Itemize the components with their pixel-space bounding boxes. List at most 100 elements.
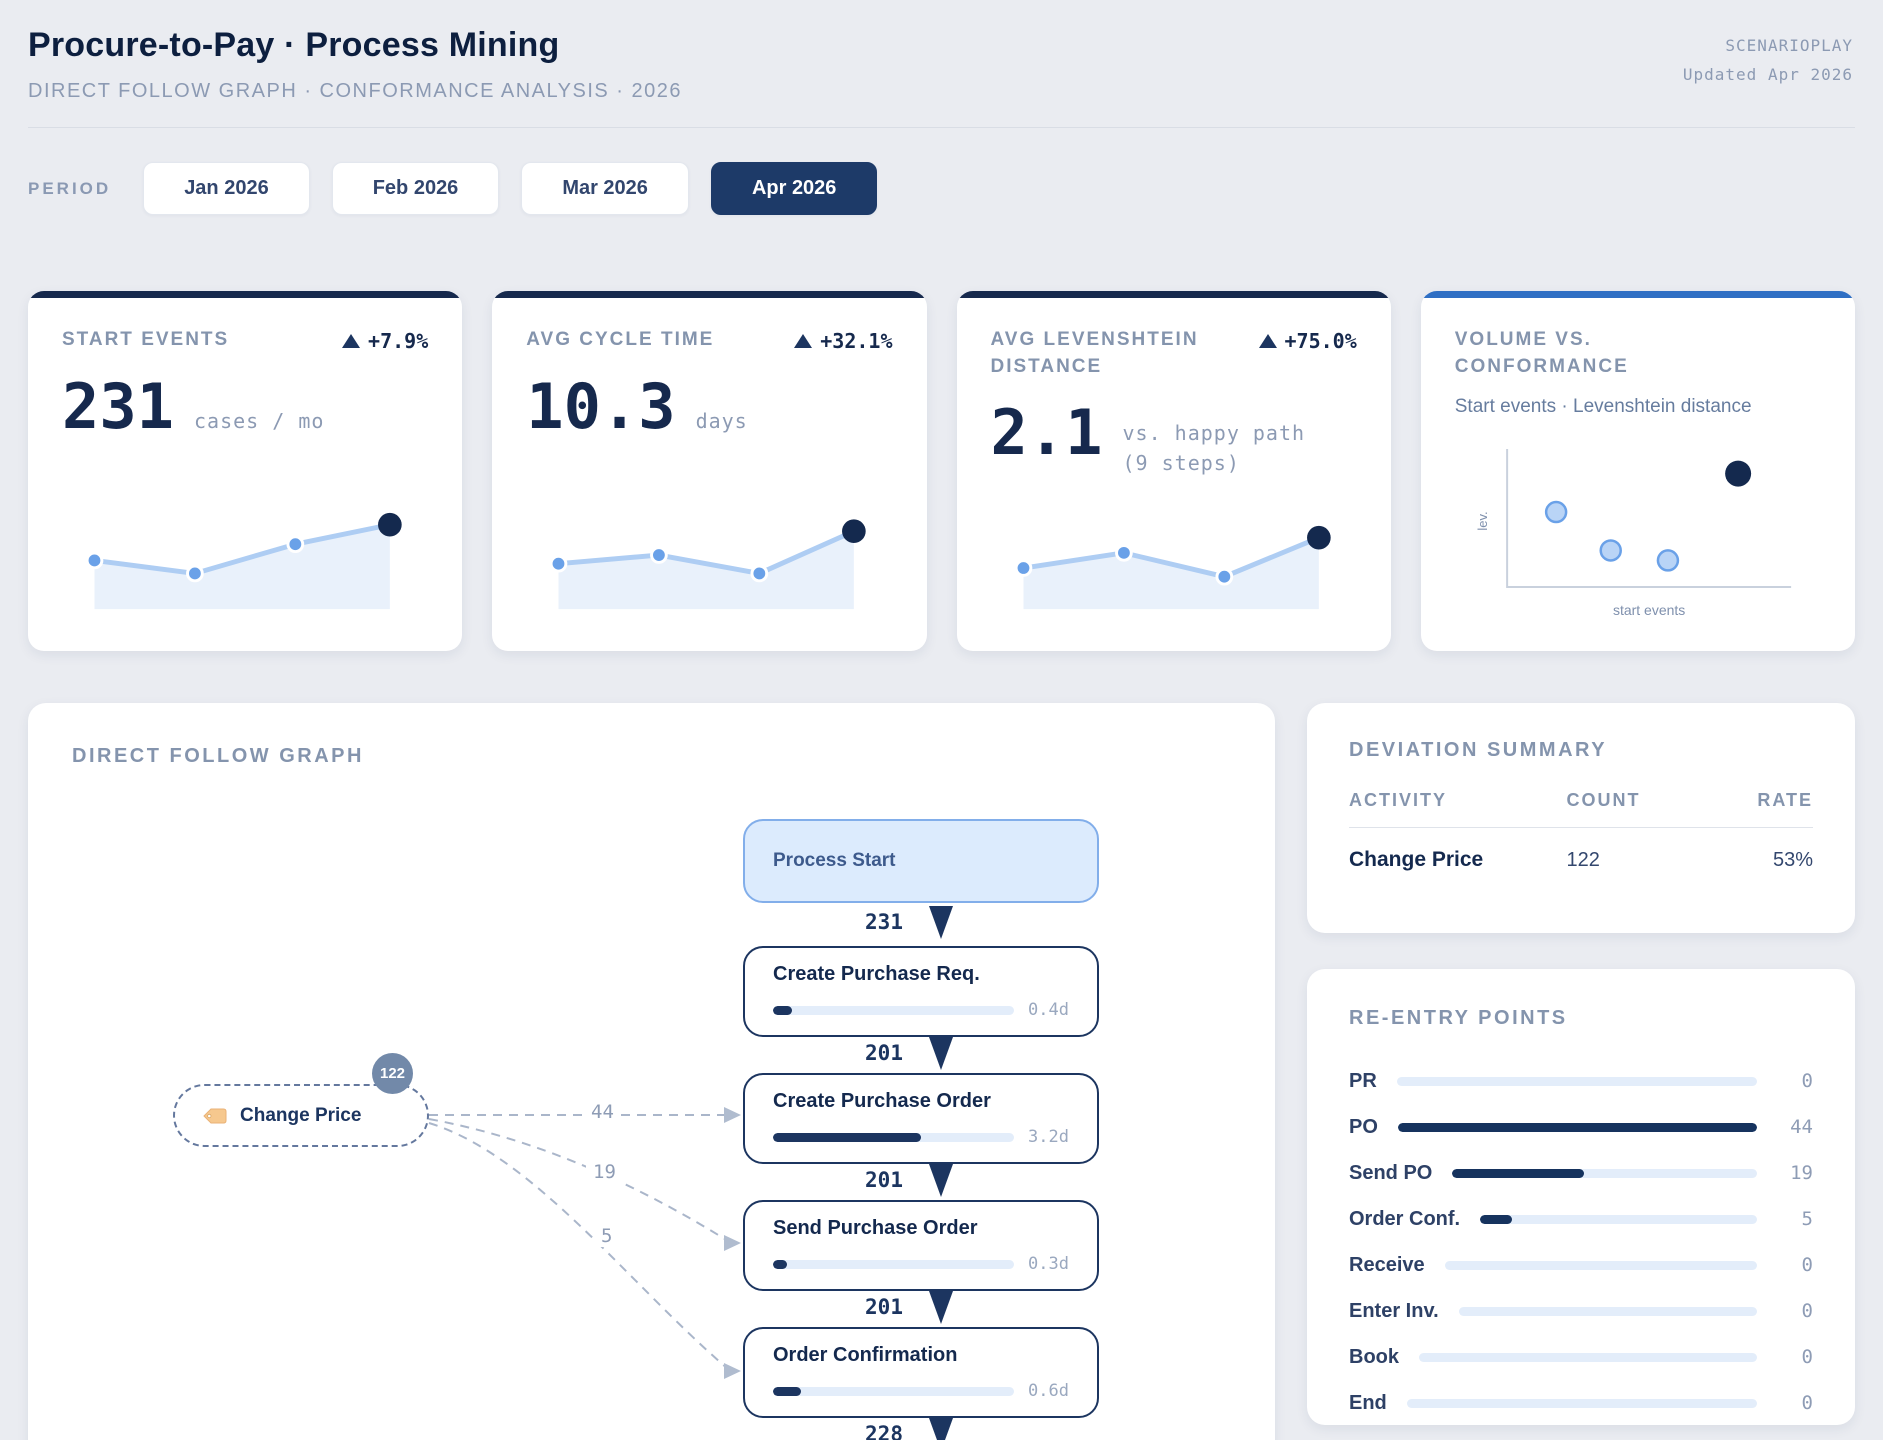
reentry-row: Enter Inv. 0 [1349, 1288, 1813, 1334]
flow-edge: 201 [743, 1033, 1099, 1073]
node-duration: 0.4d [1028, 1000, 1069, 1020]
reentry-value: 0 [1801, 1346, 1813, 1368]
reentry-bar-track [1458, 1306, 1757, 1316]
arrow-down-icon [928, 905, 953, 939]
node-title: Create Purchase Order [773, 1090, 991, 1112]
period-button-apr[interactable]: Apr 2026 [710, 162, 878, 215]
node-title: Send Purchase Order [773, 1217, 978, 1239]
kpi-unit: vs. happy path (9 steps) [1122, 418, 1305, 478]
reentry-label: Enter Inv. [1349, 1299, 1439, 1322]
kpi-title-line1: VOLUME VS. [1454, 329, 1592, 350]
delta-up-icon [794, 334, 813, 348]
edge-count-5: 5 [594, 1225, 620, 1247]
scatter-ylabel: lev. [1475, 511, 1490, 530]
duration-bar-track [773, 1259, 1015, 1269]
reentry-row: Receive 0 [1349, 1242, 1813, 1288]
arrow-down-icon [928, 1036, 953, 1070]
node-title: Order Confirmation [773, 1344, 958, 1366]
edge-count-19: 19 [586, 1161, 623, 1183]
node-change-price[interactable]: Change Price 122 [173, 1053, 429, 1147]
column-activity: ACTIVITY [1349, 790, 1448, 810]
reentry-bar-fill [1480, 1214, 1512, 1224]
reentry-label: Receive [1349, 1253, 1425, 1276]
flow-count: 201 [865, 1168, 903, 1192]
flow-edge: 231 [743, 902, 1099, 942]
flow-count: 231 [865, 910, 903, 934]
arrow-down-icon [928, 1290, 953, 1324]
sparkline-chart [85, 512, 402, 610]
reentry-value: 0 [1801, 1254, 1813, 1276]
price-tag-icon [203, 1108, 227, 1123]
kpi-delta: +7.9% [342, 329, 428, 353]
deviation-table-header: ACTIVITY COUNT RATE [1349, 790, 1813, 811]
header: Procure-to-Pay · Process Mining DIRECT F… [28, 26, 1855, 103]
reentry-bar-track [1397, 1122, 1757, 1132]
table-divider [1349, 827, 1813, 828]
reentry-label: End [1349, 1391, 1387, 1414]
reentry-value: 0 [1801, 1070, 1813, 1092]
kpi-delta-value: +75.0% [1284, 329, 1357, 353]
kpi-row: START EVENTS +7.9% 231 cases / mo AVG CY… [28, 291, 1855, 651]
reentry-bar-track [1396, 1076, 1757, 1086]
kpi-label: START EVENTS [62, 329, 230, 350]
reentry-row: Send PO 19 [1349, 1150, 1813, 1196]
period-button-mar[interactable]: Mar 2026 [521, 162, 689, 215]
kpi-card-volume-vs-conformance: VOLUME VS. CONFORMANCE Start events · Le… [1420, 291, 1855, 651]
node-order-confirmation[interactable]: Order Confirmation 0.6d [743, 1327, 1099, 1418]
kpi-delta-value: +7.9% [368, 329, 429, 353]
right-column: DEVIATION SUMMARY ACTIVITY COUNT RATE Ch… [1307, 703, 1855, 1425]
table-row: Change Price 122 53% [1349, 848, 1813, 872]
duration-bar-fill [773, 1259, 787, 1269]
period-button-jan[interactable]: Jan 2026 [143, 162, 310, 215]
header-divider [28, 127, 1855, 128]
brand-block: SCENARIOPLAY Updated Apr 2026 [1683, 32, 1853, 90]
flow-edge: 201 [743, 1287, 1099, 1327]
reentry-value: 5 [1801, 1208, 1813, 1230]
duration-bar-fill [773, 1386, 801, 1396]
kpi-value: 2.1 [990, 396, 1103, 470]
kpi-label: AVG LEVENSHTEIN DISTANCE [990, 329, 1199, 377]
flow-count: 201 [865, 1041, 903, 1065]
column-rate: RATE [1757, 790, 1813, 810]
reentry-label: Order Conf. [1349, 1207, 1461, 1230]
kpi-unit-line1: vs. happy path [1122, 421, 1306, 446]
node-title: Process Start [773, 850, 896, 871]
dfg-title: DIRECT FOLLOW GRAPH [72, 745, 364, 767]
page-subtitle: DIRECT FOLLOW GRAPH · CONFORMANCE ANALYS… [28, 80, 682, 102]
period-selector: PERIOD Jan 2026 Feb 2026 Mar 2026 Apr 20… [28, 162, 1855, 215]
reentry-points-title: RE-ENTRY POINTS [1349, 1007, 1568, 1029]
duration-bar-track [773, 1132, 1015, 1142]
kpi-delta: +32.1% [794, 329, 893, 353]
brand-name: SCENARIOPLAY [1725, 36, 1853, 55]
reentry-label: Book [1349, 1345, 1399, 1368]
direct-follow-graph-panel: DIRECT FOLLOW GRAPH 44 19 5 Process Star… [28, 703, 1275, 1440]
kpi-title-line2: CONFORMANCE [1454, 355, 1629, 377]
period-button-feb[interactable]: Feb 2026 [331, 162, 500, 215]
flow-edge: 201 [743, 1160, 1099, 1200]
deviation-summary-title: DEVIATION SUMMARY [1349, 739, 1608, 761]
kpi-card-avg-cycle-time: AVG CYCLE TIME +32.1% 10.3 days [492, 291, 927, 651]
kpi-value: 231 [62, 369, 174, 443]
reentry-row: Book 0 [1349, 1334, 1813, 1380]
kpi-unit: cases / mo [193, 408, 325, 433]
flow-edge: 228 [743, 1414, 1099, 1440]
node-duration: 0.3d [1028, 1254, 1069, 1274]
reentry-bar-track [1419, 1352, 1757, 1362]
sparkline-chart [1014, 525, 1331, 610]
node-create-purchase-req[interactable]: Create Purchase Req. 0.4d [743, 946, 1099, 1037]
column-count: COUNT [1566, 790, 1641, 810]
reentry-row: PR 0 [1349, 1058, 1813, 1104]
reentry-value: 0 [1801, 1392, 1813, 1414]
kpi-card-avg-levenshtein: AVG LEVENSHTEIN DISTANCE +75.0% 2.1 vs. … [956, 291, 1391, 651]
node-title: Change Price [240, 1104, 362, 1126]
reentry-bar-track [1480, 1214, 1757, 1224]
node-process-start[interactable]: Process Start [743, 819, 1099, 903]
sparkline-chart [549, 519, 866, 610]
reentry-bar-track [1444, 1260, 1757, 1270]
node-create-purchase-order[interactable]: Create Purchase Order 3.2d [743, 1073, 1099, 1164]
reentry-row: Order Conf. 5 [1349, 1196, 1813, 1242]
deviation-count-badge: 122 [372, 1053, 413, 1094]
updated-timestamp: Updated Apr 2026 [1682, 64, 1853, 84]
node-send-purchase-order[interactable]: Send Purchase Order 0.3d [743, 1200, 1099, 1291]
